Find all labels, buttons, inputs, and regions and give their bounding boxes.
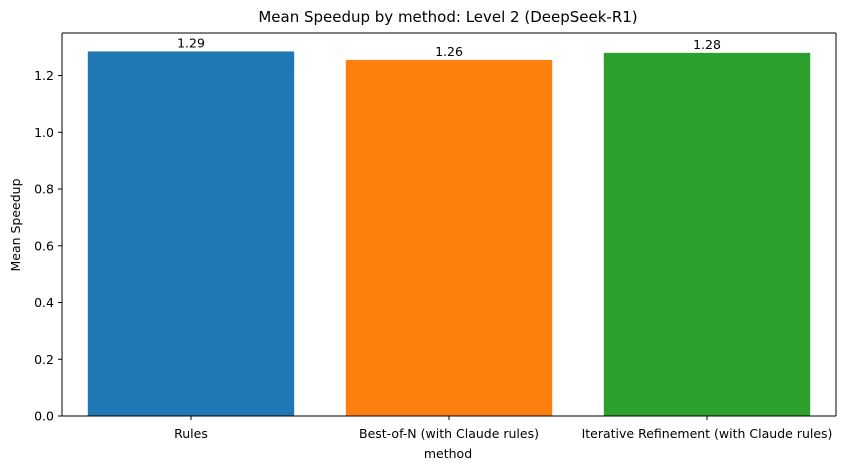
y-tick-label: 0.2 bbox=[34, 352, 54, 367]
plot-area: 1.29 Rules 1.26 Best-of-N (with Claude rule… bbox=[34, 32, 837, 441]
bar bbox=[345, 59, 553, 417]
x-tick-label: Best-of-N (with Claude rules) bbox=[359, 426, 539, 441]
bar-value-label: 1.29 bbox=[177, 35, 205, 50]
x-tick-label: Rules bbox=[174, 426, 208, 441]
y-tick-label: 0.0 bbox=[34, 409, 54, 424]
y-tick-label: 0.6 bbox=[34, 238, 54, 253]
bar bbox=[603, 52, 811, 417]
y-tick-label: 0.8 bbox=[34, 182, 54, 197]
x-tick-label: Iterative Refinement (with Claude rules) bbox=[582, 426, 833, 441]
y-tick-label: 0.4 bbox=[34, 295, 54, 310]
bar-value-label: 1.28 bbox=[693, 37, 721, 52]
x-axis-label: method bbox=[424, 446, 472, 461]
bar bbox=[87, 51, 295, 417]
chart-title: Mean Speedup by method: Level 2 (DeepSee… bbox=[258, 8, 637, 26]
y-tick-label: 1.2 bbox=[34, 68, 54, 83]
y-tick-label: 1.0 bbox=[34, 125, 54, 140]
y-axis-label: Mean Speedup bbox=[8, 178, 23, 271]
bar-value-label: 1.26 bbox=[435, 44, 463, 59]
